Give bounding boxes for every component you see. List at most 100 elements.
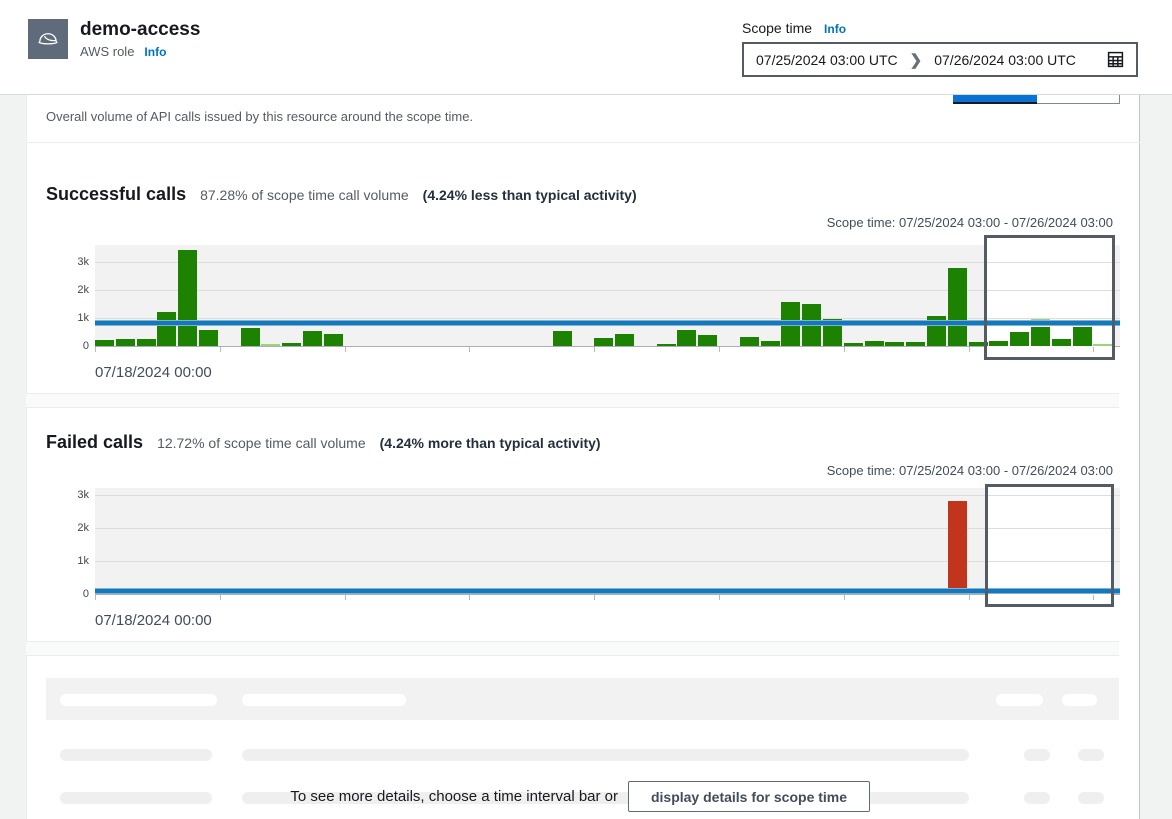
volume-bar[interactable] [199,329,218,346]
volume-bar[interactable] [677,330,697,346]
scope-time-window-box [984,235,1115,360]
volume-bar[interactable] [323,333,343,346]
volume-bar[interactable] [802,592,822,594]
typical-activity-baseline [95,588,1120,593]
volume-bar[interactable] [760,340,780,346]
volume-bar[interactable] [968,342,988,346]
skeleton-pill [1062,694,1097,706]
skeleton-pill [1078,749,1104,761]
x-axis-tick-mark [843,595,845,600]
x-axis-tick-mark [344,595,346,600]
volume-bar[interactable] [240,327,260,346]
y-axis-tick-label: 0 [82,588,89,600]
x-axis-tick-mark [95,595,96,600]
volume-bar[interactable] [178,250,198,346]
skeleton-table-header [46,678,1119,720]
volume-bar[interactable] [95,339,114,346]
x-axis-tick-mark [469,595,471,600]
successful-scope-caption: Scope time: 07/25/2024 03:00 - 07/26/202… [826,215,1113,230]
volume-bar[interactable] [594,337,614,346]
y-axis-tick-label: 2k [77,283,89,296]
calendar-icon[interactable] [1107,51,1124,68]
volume-bar[interactable] [823,319,842,346]
x-axis-tick-mark [968,595,970,600]
volume-bar[interactable] [115,338,135,346]
skeleton-pill [60,694,217,706]
failed-calls-title: Failed calls [46,432,144,452]
x-axis-tick-mark [968,347,970,352]
successful-x-axis-label: 07/18/2024 00:00 [95,364,212,381]
y-axis-tick-label: 1k [77,311,89,324]
x-axis-tick-mark [344,347,346,352]
display-details-button[interactable]: display details for scope time [628,781,870,812]
volume-bar[interactable] [303,330,322,346]
volume-bar[interactable] [1072,326,1092,346]
x-axis-tick-mark [1093,595,1095,600]
volume-bar[interactable] [843,342,863,346]
successful-calls-volume: 87.28% of scope time call volume [200,187,409,203]
skeleton-pill [60,749,212,761]
volume-bar[interactable] [989,341,1009,346]
x-axis-tick-mark [1093,347,1095,352]
divider [26,142,1140,143]
gridline [95,527,1120,529]
chevron-right-icon: ❯ [909,51,923,69]
failed-scope-caption: Scope time: 07/25/2024 03:00 - 07/26/202… [826,463,1113,478]
scope-time-info-link[interactable]: Info [824,22,847,36]
volume-bar[interactable] [885,341,905,346]
volume-bar[interactable] [947,500,967,594]
scope-time-window-background [985,484,1114,607]
scope-time-range-picker[interactable]: 07/25/2024 03:00 UTC ❯ 07/26/2024 03:00 … [742,42,1138,77]
gridline [95,317,1120,319]
volume-bar[interactable] [157,312,177,346]
time-granularity-segment-selected[interactable] [953,95,1037,104]
y-axis-tick-label: 0 [82,340,89,352]
x-axis-tick-mark [719,595,720,600]
volume-bar[interactable] [739,336,759,346]
x-axis-tick-mark [95,347,96,352]
volume-bar[interactable] [698,335,718,346]
skeleton-pill [60,792,212,804]
failed-calls-heading: Failed calls 12.72% of scope time call v… [46,432,601,453]
scope-start-value[interactable]: 07/25/2024 03:00 UTC [756,51,898,68]
skeleton-pill [1078,792,1104,804]
volume-bar[interactable] [615,333,634,346]
x-axis-tick-mark [594,595,596,600]
volume-bar[interactable] [906,342,926,346]
volume-bar[interactable] [864,341,884,346]
volume-bar[interactable] [1010,331,1030,346]
volume-bar[interactable] [656,344,676,346]
skeleton-pill [1024,749,1050,761]
time-granularity-segment[interactable] [1037,95,1120,104]
section-divider-band [26,393,1119,408]
scope-end-value[interactable]: 07/26/2024 03:00 UTC [934,51,1076,68]
volume-bar[interactable] [1031,326,1050,346]
volume-bar[interactable] [947,267,967,346]
x-axis-tick-mark [219,347,221,352]
successful-calls-heading: Successful calls 87.28% of scope time ca… [46,184,637,205]
volume-bar[interactable] [282,343,302,346]
volume-bar[interactable] [1093,344,1113,346]
x-axis-tick-mark [469,347,471,352]
page-title: demo-access [80,19,201,40]
failed-calls-delta: (4.24% more than typical activity) [379,435,601,451]
skeleton-pill [996,694,1043,706]
volume-bar[interactable] [261,344,281,346]
volume-bar[interactable] [1051,338,1071,346]
successful-calls-title: Successful calls [46,184,187,204]
section-divider-band [26,641,1119,656]
resource-type-label: AWS role [80,44,135,59]
role-info-link[interactable]: Info [144,45,167,59]
gridline [95,261,1120,263]
aws-role-icon [28,19,68,59]
volume-bar[interactable] [136,338,156,346]
y-axis-tick-label: 1k [77,554,89,567]
volume-bar[interactable] [781,592,801,594]
scope-time-label: Scope time [742,20,813,36]
scope-time-window-box [985,484,1114,607]
y-axis-tick-label: 3k [77,255,89,268]
x-axis-tick-mark [219,595,221,600]
y-axis-tick-label: 2k [77,521,89,534]
volume-bar[interactable] [552,331,572,346]
overall-volume-description: Overall volume of API calls issued by th… [46,109,474,124]
